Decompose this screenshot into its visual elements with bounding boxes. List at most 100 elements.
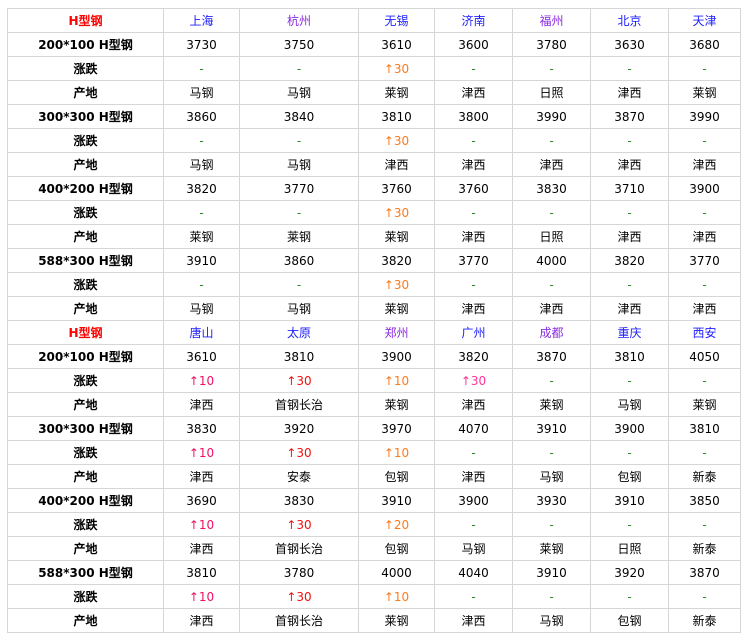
origin-cell: 马钢 xyxy=(239,152,359,177)
product-header: H型钢 xyxy=(7,8,164,33)
origin-cell: 莱钢 xyxy=(668,80,741,105)
price-row: 200*100 H型钢 3610 3810 3900 3820 3870 3810 4050 xyxy=(7,344,741,369)
origin-cell: 莱钢 xyxy=(358,224,435,249)
product-name: 300*300 H型钢 xyxy=(7,416,164,441)
price-cell: 3610 xyxy=(163,344,240,369)
change-cell: - xyxy=(239,200,359,225)
price-cell: 3810 xyxy=(163,560,240,585)
price-cell: 3870 xyxy=(668,560,741,585)
change-cell: - xyxy=(512,440,591,465)
city-header: 西安 xyxy=(668,320,741,345)
change-cell: - xyxy=(512,200,591,225)
change-cell: - xyxy=(512,368,591,393)
origin-cell: 马钢 xyxy=(163,296,240,321)
price-cell: 4000 xyxy=(512,248,591,273)
change-row: 涨跌 - - ↑30- - - - xyxy=(7,56,741,81)
change-row: 涨跌 ↑10 ↑30 ↑10 ↑30- - - xyxy=(7,368,741,393)
price-cell: 3710 xyxy=(590,176,669,201)
origin-label: 产地 xyxy=(7,224,164,249)
price-cell: 3690 xyxy=(163,488,240,513)
change-cell: ↑30 xyxy=(358,272,435,297)
price-cell: 3830 xyxy=(239,488,359,513)
price-cell: 3910 xyxy=(163,248,240,273)
origin-cell: 津西 xyxy=(434,296,513,321)
city-header-row: H型钢 唐山 太原 郑州 广州 成都 重庆 西安 xyxy=(7,320,741,345)
origin-cell: 马钢 xyxy=(239,80,359,105)
city-header: 济南 xyxy=(434,8,513,33)
origin-label: 产地 xyxy=(7,152,164,177)
price-cell: 3770 xyxy=(239,176,359,201)
origin-label: 产地 xyxy=(7,536,164,561)
origin-row: 产地 津西 安泰 包钢 津西 马钢 包钢 新泰 xyxy=(7,464,741,489)
origin-label: 产地 xyxy=(7,464,164,489)
change-cell: ↑10 xyxy=(163,368,240,393)
origin-row: 产地 马钢 马钢 津西 津西 津西 津西 津西 xyxy=(7,152,741,177)
origin-row: 产地 津西 首钢长治 莱钢 津西 莱钢 马钢 莱钢 xyxy=(7,392,741,417)
steel-price-table: H型钢 上海 杭州 无锡 济南 福州 北京 天津 200*100 H型钢 3730 3750 3610… xyxy=(7,8,741,633)
change-cell: ↑10 xyxy=(163,512,240,537)
change-cell: - xyxy=(590,272,669,297)
city-header: 上海 xyxy=(163,8,240,33)
origin-cell: 马钢 xyxy=(512,464,591,489)
origin-label: 产地 xyxy=(7,296,164,321)
change-cell: - xyxy=(163,128,240,153)
change-cell: - xyxy=(590,368,669,393)
price-cell: 3930 xyxy=(512,488,591,513)
price-cell: 3770 xyxy=(434,248,513,273)
origin-cell: 莱钢 xyxy=(668,392,741,417)
change-cell: - xyxy=(668,440,741,465)
change-cell: - xyxy=(434,200,513,225)
price-cell: 3630 xyxy=(590,32,669,57)
city-header: 广州 xyxy=(434,320,513,345)
origin-cell: 津西 xyxy=(434,224,513,249)
change-label: 涨跌 xyxy=(7,200,164,225)
origin-row: 产地 津西 首钢长治 包钢 马钢 莱钢 日照 新泰 xyxy=(7,536,741,561)
price-cell: 3780 xyxy=(512,32,591,57)
price-cell: 3900 xyxy=(358,344,435,369)
origin-cell: 津西 xyxy=(668,296,741,321)
change-cell: ↑30 xyxy=(239,512,359,537)
change-label: 涨跌 xyxy=(7,512,164,537)
change-cell: ↑30 xyxy=(358,128,435,153)
price-row: 400*200 H型钢 3690 3830 3910 3900 3930 3910 3850 xyxy=(7,488,741,513)
change-cell: - xyxy=(434,512,513,537)
change-cell: - xyxy=(590,512,669,537)
change-cell: - xyxy=(239,128,359,153)
price-cell: 3680 xyxy=(668,32,741,57)
price-cell: 4000 xyxy=(358,560,435,585)
price-cell: 3860 xyxy=(239,248,359,273)
change-cell: ↑20 xyxy=(358,512,435,537)
price-cell: 3910 xyxy=(512,560,591,585)
price-cell: 3910 xyxy=(590,488,669,513)
change-cell: ↑30 xyxy=(239,368,359,393)
price-cell: 3900 xyxy=(590,416,669,441)
origin-cell: 津西 xyxy=(434,152,513,177)
origin-row: 产地 莱钢 莱钢 莱钢 津西 日照 津西 津西 xyxy=(7,224,741,249)
product-header: H型钢 xyxy=(7,320,164,345)
price-cell: 4070 xyxy=(434,416,513,441)
origin-cell: 包钢 xyxy=(358,464,435,489)
origin-cell: 日照 xyxy=(590,536,669,561)
city-header: 杭州 xyxy=(239,8,359,33)
change-row: 涨跌 ↑10 ↑30 ↑20- - - - xyxy=(7,512,741,537)
price-cell: 3600 xyxy=(434,32,513,57)
change-cell: ↑10 xyxy=(163,584,240,609)
price-cell: 3830 xyxy=(163,416,240,441)
origin-label: 产地 xyxy=(7,80,164,105)
origin-cell: 津西 xyxy=(434,80,513,105)
origin-cell: 新泰 xyxy=(668,608,741,633)
origin-cell: 日照 xyxy=(512,224,591,249)
origin-cell: 包钢 xyxy=(358,536,435,561)
change-cell: - xyxy=(590,128,669,153)
change-cell: - xyxy=(434,272,513,297)
change-cell: ↑10 xyxy=(163,440,240,465)
change-cell: - xyxy=(163,272,240,297)
change-label: 涨跌 xyxy=(7,272,164,297)
origin-cell: 津西 xyxy=(668,224,741,249)
city-header-row: H型钢 上海 杭州 无锡 济南 福州 北京 天津 xyxy=(7,8,741,33)
origin-cell: 津西 xyxy=(163,392,240,417)
change-cell: - xyxy=(512,128,591,153)
price-cell: 3760 xyxy=(434,176,513,201)
product-name: 588*300 H型钢 xyxy=(7,560,164,585)
price-cell: 3840 xyxy=(239,104,359,129)
